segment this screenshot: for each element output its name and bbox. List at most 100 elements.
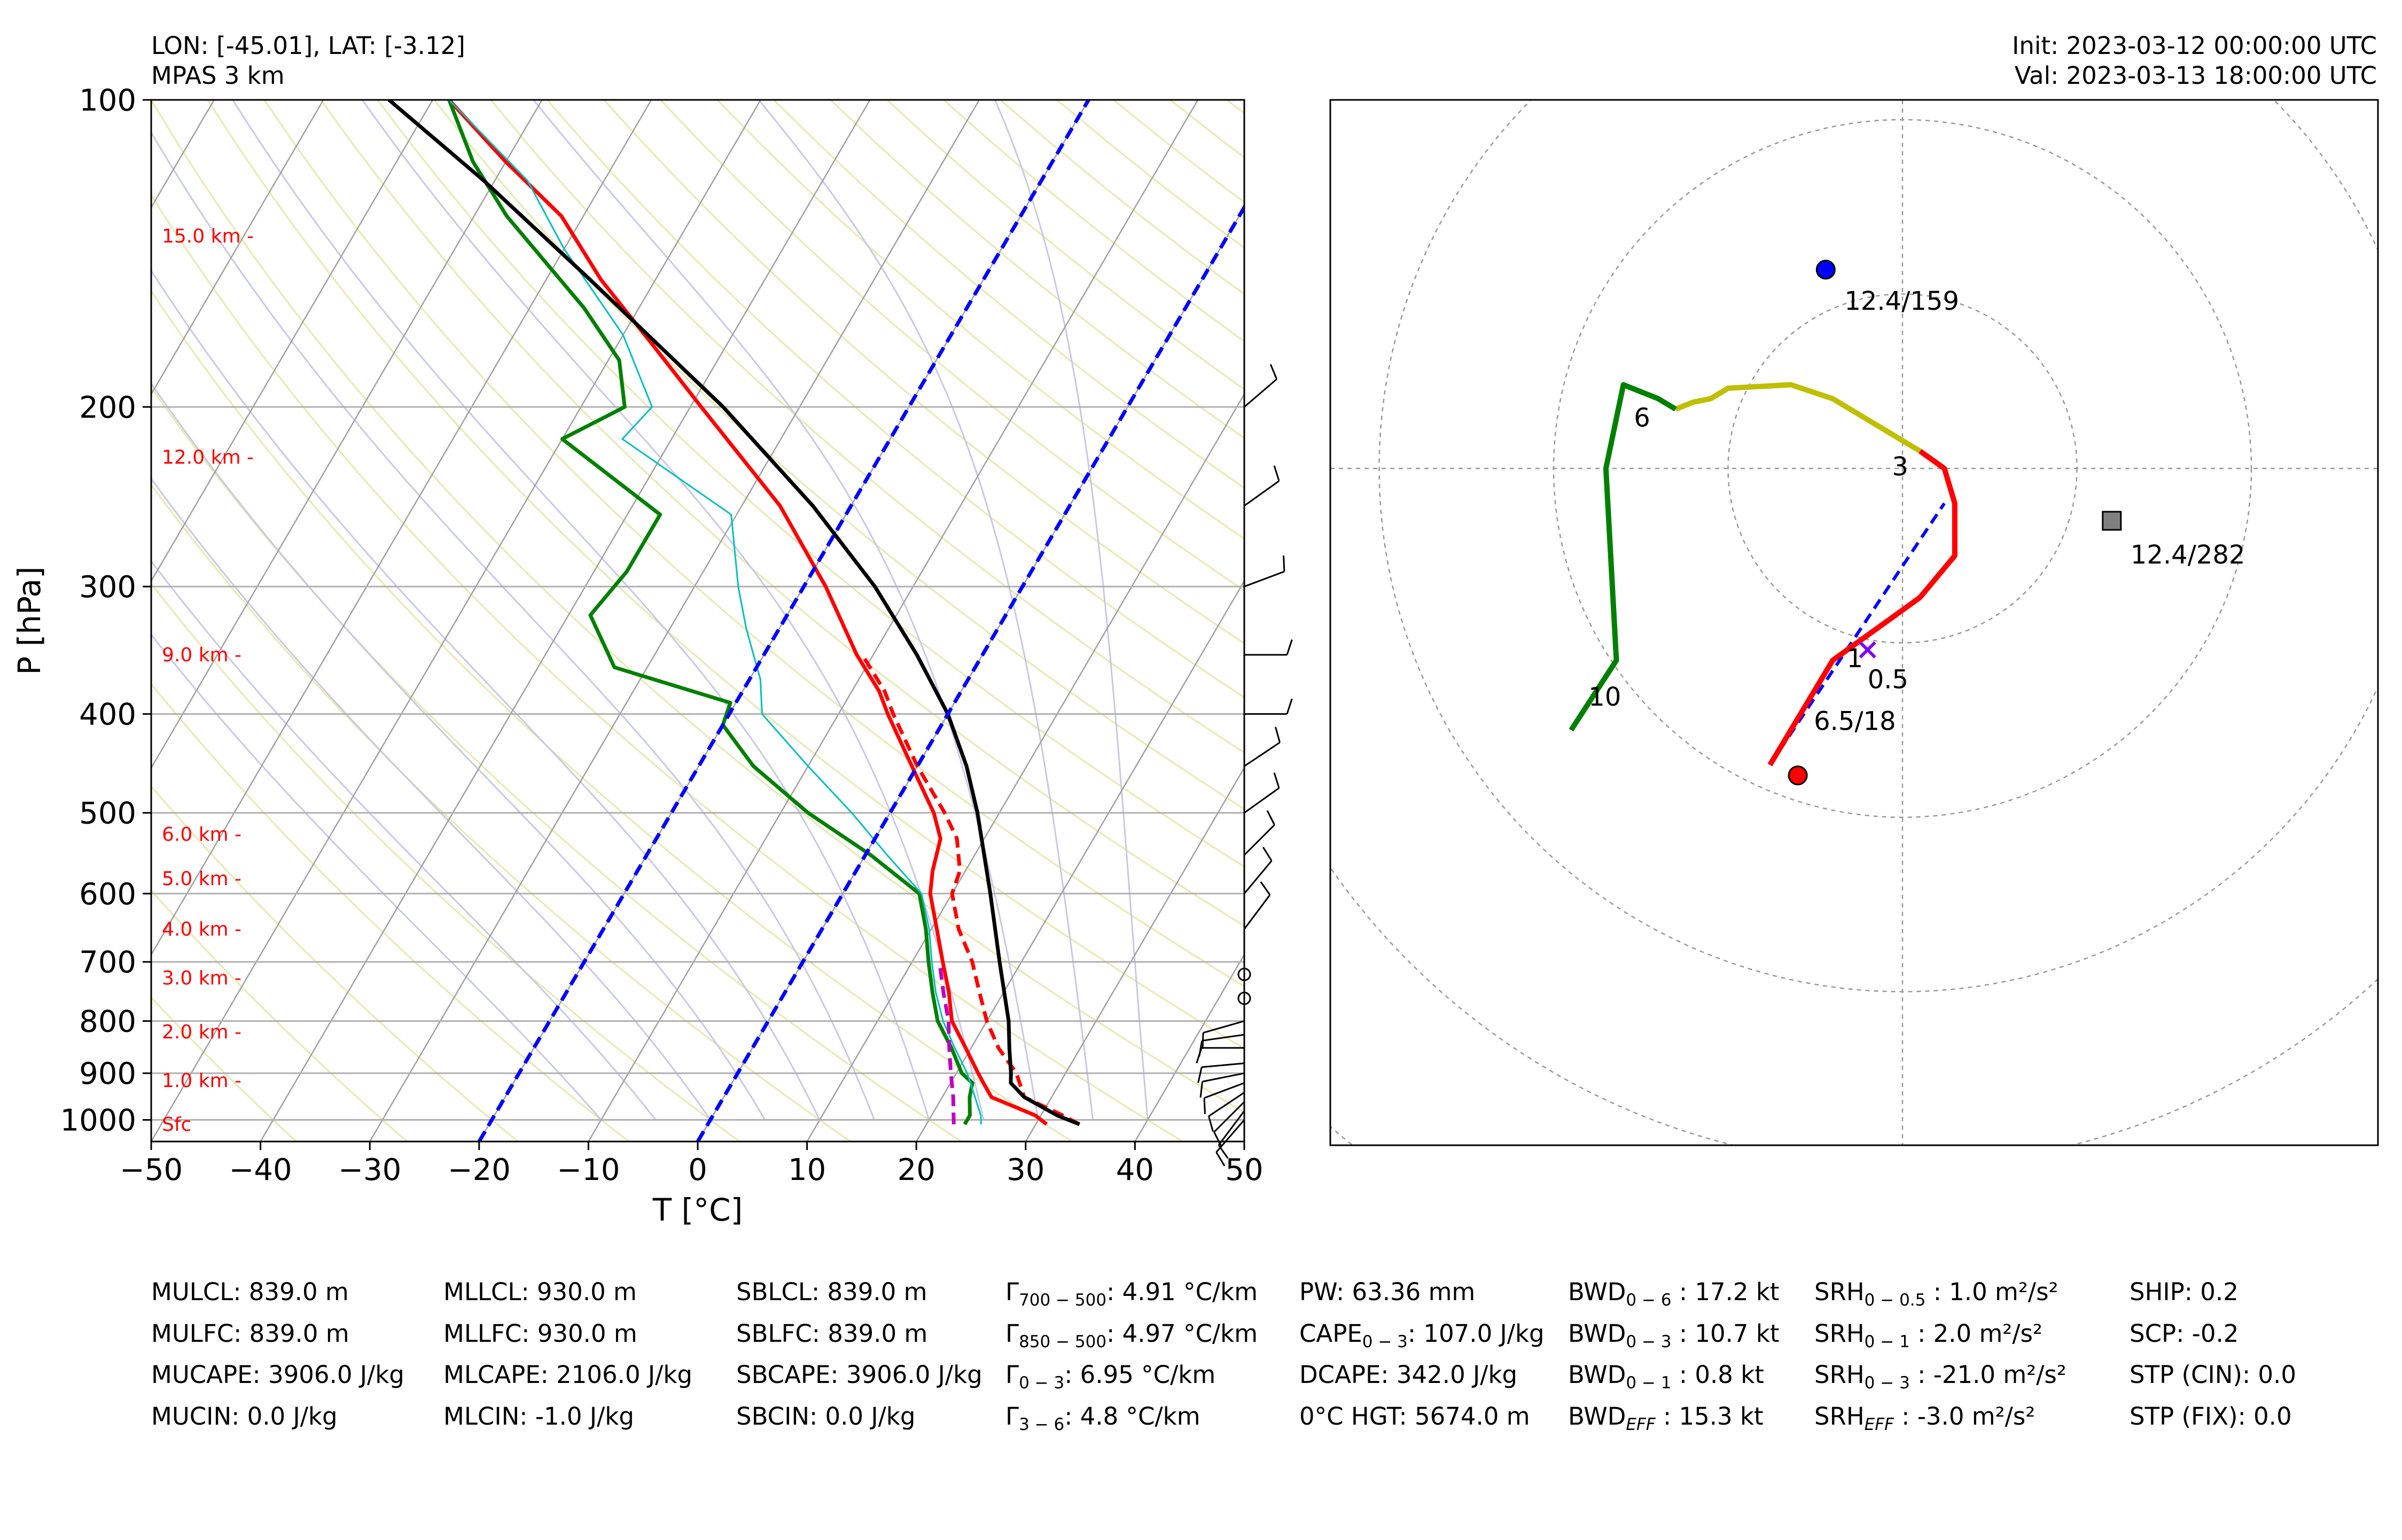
x-tick-label: −20 [448,1153,511,1187]
mlcape-value: MLCAPE: 2106.0 J/kg [443,1354,692,1396]
x-tick-label: 40 [1116,1153,1154,1187]
y-tick-label: 900 [79,1057,136,1091]
wind-barb-flag [1214,1132,1221,1146]
bulk-shear-column: BWD0 − 6 : 17.2 kt BWD0 − 3 : 10.7 kt BW… [1568,1271,1780,1437]
hodograph-height-label: 3 [1892,452,1908,482]
height-label: Sfc [162,1114,191,1136]
hodograph-segment-3-6km [1676,385,1920,451]
hodograph-height-label: 0.5 [1868,665,1908,694]
dry-adiabat-line [661,100,2292,1142]
wind-barb-flag [1275,727,1280,742]
wind-barb-flag [1287,699,1292,714]
y-tick-label: 100 [79,83,136,118]
wind-barb [1244,895,1270,929]
dry-adiabat-line [0,100,851,1142]
sbcin-value: SBCIN: 0.0 J/kg [736,1396,982,1437]
height-label: 1.0 km - [162,1070,241,1092]
dry-adiabat-line [1340,100,2402,1142]
mulcl-value: MULCL: 839.0 m [151,1271,404,1313]
wind-barb [1244,825,1275,855]
y-tick-label: 800 [79,1004,136,1039]
mucin-value: MUCIN: 0.0 J/kg [151,1396,404,1437]
wind-barb [1208,1092,1244,1116]
left-mover-label: 12.4/159 [1844,286,1959,316]
isotherm-line [151,100,761,1142]
dry-adiabat-line [491,100,1959,1142]
y-tick-label: 500 [79,796,136,831]
ml-parcel-column: MLLCL: 930.0 m MLLFC: 930.0 m MLCAPE: 21… [443,1271,692,1437]
bwd-eff-value: BWDEFF : 15.3 kt [1568,1396,1780,1437]
mean-wind-label: 6.5/18 [1814,707,1896,737]
y-tick-label: 300 [79,570,136,605]
bwd-0-1-value: BWD0 − 1 : 0.8 kt [1568,1354,1780,1396]
wind-barb [1244,742,1280,766]
wind-barb [1202,1064,1244,1067]
srh-0-3-value: SRH0 − 3 : -21.0 m²/s² [1814,1354,2066,1396]
lapse-rate-700-500: Γ700 − 500: 4.91 °C/km [1005,1271,1258,1313]
hodograph-height-label: 6 [1634,403,1650,433]
dry-adiabat-line [774,100,2402,1142]
y-tick-label: 600 [79,877,136,912]
right-mover-marker [2103,512,2121,530]
x-tick-label: −10 [557,1153,620,1187]
wind-barb-flag [1204,1098,1205,1114]
x-tick-label: −50 [120,1153,183,1187]
stp-cin-value: STP (CIN): 0.0 [2130,1354,2296,1396]
mucape-value: MUCAPE: 3906.0 J/kg [151,1354,404,1396]
dry-adiabat-line [943,100,2402,1142]
wind-barb-flag [1219,1145,1228,1159]
right-mover-label: 12.4/282 [2131,540,2245,570]
hodograph-segment-6-10km [1571,385,1676,730]
height-label: 6.0 km - [162,824,241,846]
dcape-value: DCAPE: 342.0 J/kg [1299,1354,1545,1396]
wind-barb-flag [1274,466,1279,481]
wind-barb-flag [1208,1116,1213,1132]
height-label: 5.0 km - [162,868,241,890]
pw-value: PW: 63.36 mm [1299,1271,1545,1313]
srh-eff-value: SRHEFF : -3.0 m²/s² [1814,1396,2066,1437]
dry-adiabat-line [95,100,1183,1142]
wind-barb [1244,481,1279,505]
moisture-column: PW: 63.36 mm CAPE0 − 3: 107.0 J/kg DCAPE… [1299,1271,1545,1437]
x-tick-label: −40 [229,1153,292,1187]
left-mover-marker [1816,261,1835,279]
dewpoint-line [449,100,973,1124]
x-tick-label: 20 [898,1153,935,1187]
wind-barb [1244,788,1279,812]
dry-adiabat-line [151,100,1294,1142]
hodograph-ring [1205,0,2402,1166]
bwd-0-3-value: BWD0 − 3 : 10.7 kt [1568,1313,1780,1355]
stp-fix-value: STP (FIX): 0.0 [2130,1396,2296,1437]
srh-0-05-value: SRH0 − 0.5 : 1.0 m²/s² [1814,1271,2066,1313]
lapse-rate-850-500: Γ850 − 500: 4.97 °C/km [1005,1313,1258,1355]
sb-parcel-column: SBLCL: 839.0 m SBLFC: 839.0 m SBCAPE: 39… [736,1271,982,1437]
x-tick-label: 30 [1007,1153,1044,1187]
wind-barb-flag [1274,773,1279,788]
sblfc-value: SBLFC: 839.0 m [736,1313,982,1355]
bwd-0-6-value: BWD0 − 6 : 17.2 kt [1568,1271,1780,1313]
wind-barb-flag [1261,882,1270,895]
lapse-rate-column: Γ700 − 500: 4.91 °C/km Γ850 − 500: 4.97 … [1005,1271,1258,1437]
dry-adiabat-line [378,100,1737,1142]
dry-adiabat-line [1227,100,2402,1142]
srh-0-1-value: SRH0 − 1 : 2.0 m²/s² [1814,1313,2066,1355]
skew-t-frame [151,100,1244,1142]
dry-adiabat-line [548,100,2070,1142]
wind-barb-flag [1270,364,1277,379]
isotherm-line [807,100,1417,1142]
x-axis-label: T [°C] [652,1192,743,1228]
y-tick-label: 1000 [60,1104,136,1138]
dry-adiabat-line [1170,100,2402,1142]
y-tick-label: 700 [79,945,136,980]
scp-value: SCP: -0.2 [2130,1313,2296,1355]
dry-adiabat-line [1057,100,2402,1142]
wet-bulb-line [449,100,981,1124]
mlcin-value: MLCIN: -1.0 J/kg [443,1396,692,1437]
mllcl-value: MLLCL: 930.0 m [443,1271,692,1313]
dry-adiabat-line [208,100,1405,1142]
x-tick-label: 10 [788,1153,826,1187]
y-tick-label: 400 [79,698,136,732]
ship-value: SHIP: 0.2 [2130,1271,2296,1313]
mu-parcel-column: MULCL: 839.0 m MULFC: 839.0 m MUCAPE: 39… [151,1271,404,1437]
hodograph-ring [1379,0,2402,992]
